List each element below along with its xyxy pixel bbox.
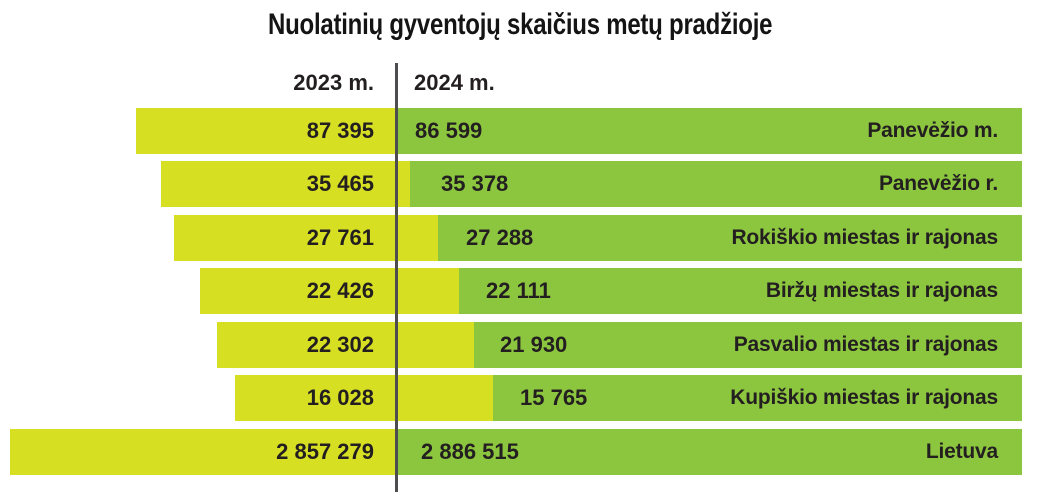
center-divider-line bbox=[395, 63, 398, 492]
bar-2024 bbox=[396, 429, 1022, 475]
bar-2023 bbox=[235, 375, 493, 421]
value-2024: 21 930 bbox=[500, 332, 568, 357]
row-label: Panevėžio r. bbox=[879, 172, 998, 195]
value-2024: 35 378 bbox=[441, 171, 509, 196]
chart-row-panevezio-r: 35 465 35 378 Panevėžio r. bbox=[0, 161, 1041, 207]
bar-2023 bbox=[200, 268, 459, 314]
value-2024: 22 111 bbox=[486, 278, 551, 303]
value-2023: 87 395 bbox=[306, 118, 374, 143]
bar-2023 bbox=[174, 215, 438, 261]
value-2024: 86 599 bbox=[415, 118, 483, 143]
chart-row-lietuva: 2 857 279 2 886 515 Lietuva bbox=[0, 429, 1041, 475]
column-header-2023: 2023 m. bbox=[293, 70, 374, 95]
row-label: Panevėžio m. bbox=[867, 119, 998, 142]
bar-2024 bbox=[493, 375, 1022, 421]
row-label: Biržų miestas ir rajonas bbox=[765, 279, 998, 302]
column-header-2024: 2024 m. bbox=[414, 70, 495, 95]
bar-2023 bbox=[161, 161, 410, 207]
row-label: Rokiškio miestas ir rajonas bbox=[731, 226, 998, 249]
row-label: Lietuva bbox=[925, 440, 998, 463]
value-2023: 2 857 279 bbox=[276, 439, 374, 464]
bar-2024 bbox=[438, 215, 1022, 261]
value-2024: 27 288 bbox=[466, 225, 534, 250]
row-label: Kupiškio miestas ir rajonas bbox=[730, 386, 998, 409]
bar-2024 bbox=[459, 268, 1022, 314]
bar-2023 bbox=[217, 322, 474, 368]
bar-2024 bbox=[396, 108, 1022, 154]
bar-2024 bbox=[474, 322, 1022, 368]
row-label: Pasvalio miestas ir rajonas bbox=[733, 333, 998, 356]
chart-row-pasvalio: 22 302 21 930 Pasvalio miestas ir rajona… bbox=[0, 322, 1041, 368]
value-2024: 2 886 515 bbox=[421, 439, 519, 464]
chart-row-rokiskio: 27 761 27 288 Rokiškio miestas ir rajona… bbox=[0, 215, 1041, 261]
value-2023: 22 302 bbox=[306, 332, 374, 357]
chart-title-text: Nuolatinių gyventojų skaičius metų pradž… bbox=[268, 8, 773, 41]
bar-2024 bbox=[410, 161, 1022, 207]
value-2023: 35 465 bbox=[306, 171, 374, 196]
chart-row-birzu: 22 426 22 111 Biržų miestas ir rajonas bbox=[0, 268, 1041, 314]
chart-row-panevezio-m: 87 395 86 599 Panevėžio m. bbox=[0, 108, 1041, 154]
chart-title: Nuolatinių gyventojų skaičius metų pradž… bbox=[0, 8, 1041, 42]
value-2023: 16 028 bbox=[306, 385, 374, 410]
value-2023: 22 426 bbox=[306, 278, 374, 303]
value-2023: 27 761 bbox=[306, 225, 374, 250]
bar-2023 bbox=[136, 108, 396, 154]
value-2024: 15 765 bbox=[520, 385, 588, 410]
chart-row-kupiskio: 16 028 15 765 Kupiškio miestas ir rajona… bbox=[0, 375, 1041, 421]
bar-2023 bbox=[10, 429, 396, 475]
